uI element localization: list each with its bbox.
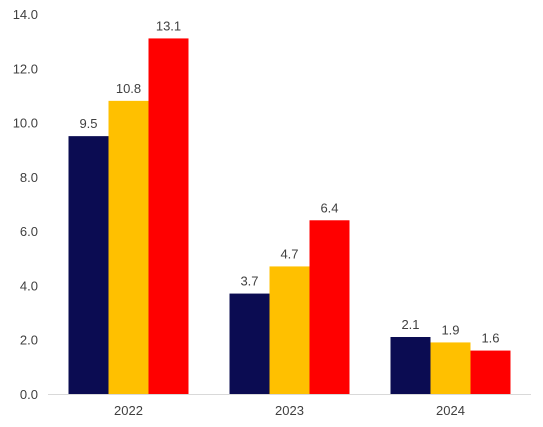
- y-tick-label: 6.0: [20, 224, 38, 239]
- bar-2022-series-2: [108, 100, 149, 394]
- x-category-label: 2022: [114, 403, 143, 418]
- data-label: 10.8: [116, 81, 141, 96]
- bar-2023-series-3: [309, 220, 350, 394]
- y-tick-label: 4.0: [20, 278, 38, 293]
- bar-2023-series-2: [269, 266, 310, 394]
- data-labels: 9.5 10.8 13.1 3.7 4.7 6.4 2.1 1.9 1.6: [79, 18, 499, 345]
- bar-2024-series-3: [470, 350, 511, 394]
- data-label: 13.1: [156, 18, 181, 33]
- data-label: 9.5: [79, 116, 97, 131]
- x-category-label: 2023: [275, 403, 304, 418]
- data-label: 2.1: [401, 317, 419, 332]
- y-axis-ticks: 0.0 2.0 4.0 6.0 8.0 10.0 12.0 14.0: [13, 7, 38, 402]
- data-label: 1.9: [441, 322, 459, 337]
- bars: [68, 38, 511, 395]
- y-tick-label: 12.0: [13, 61, 38, 76]
- y-tick-label: 2.0: [20, 333, 38, 348]
- x-axis-category-labels: 2022 2023 2024: [114, 403, 465, 418]
- y-tick-label: 0.0: [20, 387, 38, 402]
- bar-2022-series-1: [68, 136, 109, 394]
- bar-2024-series-2: [430, 342, 471, 394]
- y-tick-label: 8.0: [20, 170, 38, 185]
- bar-2022-series-3: [148, 38, 189, 395]
- data-label: 3.7: [240, 274, 258, 289]
- data-label: 1.6: [481, 331, 499, 346]
- data-label: 4.7: [280, 246, 298, 261]
- y-tick-label: 14.0: [13, 7, 38, 22]
- data-label: 6.4: [320, 200, 338, 215]
- y-tick-label: 10.0: [13, 116, 38, 131]
- bar-2023-series-1: [229, 293, 270, 394]
- bar-2024-series-1: [390, 337, 431, 394]
- x-category-label: 2024: [436, 403, 465, 418]
